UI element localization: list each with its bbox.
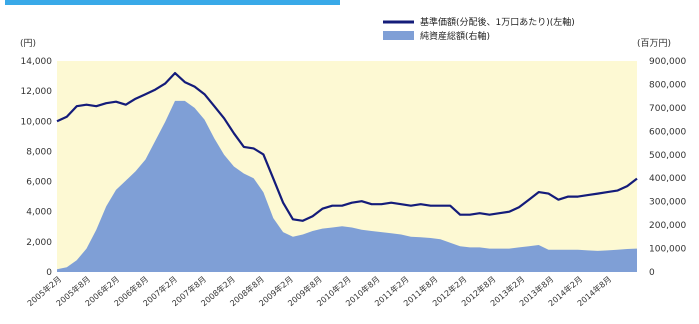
right-axis-unit: (百万円) <box>637 38 671 49</box>
right-tick-label: 500,000 <box>649 151 686 161</box>
left-tick-label: 4,000 <box>26 208 52 218</box>
left-axis: 0 2,000 4,000 6,000 8,000 10,000 12,000 14,000 <box>21 57 53 278</box>
left-tick-label: 8,000 <box>26 147 52 157</box>
right-tick-label: 200,000 <box>649 221 686 231</box>
right-tick-label: 900,000 <box>649 57 686 67</box>
legend-line-label: 基準価額(分配後、1万口あたり)(左軸) <box>420 16 575 28</box>
left-axis-unit: (円) <box>20 38 36 49</box>
right-tick-label: 600,000 <box>649 127 686 137</box>
left-tick-label: 6,000 <box>26 178 52 188</box>
series-net-assets-area <box>57 100 637 273</box>
left-tick-label: 12,000 <box>21 87 53 97</box>
legend-area-swatch <box>383 31 414 40</box>
series-nav-line <box>56 71 638 222</box>
x-axis: 2005年2月2005年8月2006年2月2006年8月2007年2月2007年… <box>25 274 613 308</box>
right-tick-label: 100,000 <box>649 245 686 255</box>
legend-area-label: 純資産総額(右軸) <box>420 30 490 42</box>
right-tick-label: 400,000 <box>649 174 686 184</box>
right-tick-label: 700,000 <box>649 104 686 114</box>
left-tick-label: 10,000 <box>21 117 53 127</box>
right-axis: 0 100,000 200,000 300,000 400,000 500,000 600,… <box>649 57 686 278</box>
top-banner-strip <box>5 0 340 5</box>
legend: 基準価額(分配後、1万口あたり)(左軸) 純資産総額(右軸) <box>383 16 575 42</box>
left-tick-label: 2,000 <box>26 238 52 248</box>
left-tick-label: 14,000 <box>21 57 53 67</box>
right-tick-label: 800,000 <box>649 80 686 90</box>
left-tick-label: 0 <box>46 268 52 278</box>
right-tick-label: 300,000 <box>649 198 686 208</box>
right-tick-label: 0 <box>649 268 655 278</box>
